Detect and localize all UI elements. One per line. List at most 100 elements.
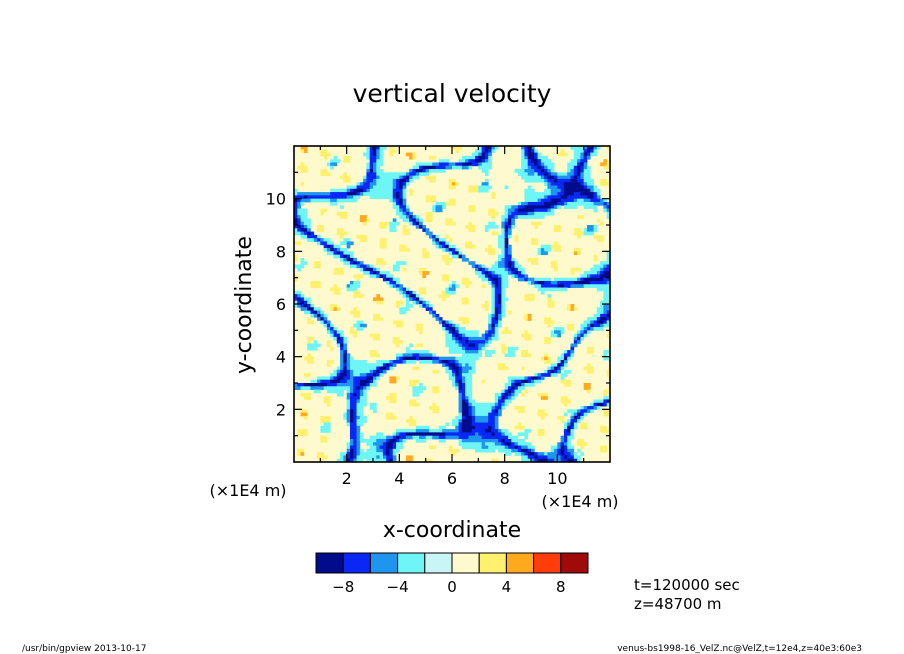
heatmap-cell — [494, 287, 499, 292]
heatmap-cell — [586, 172, 591, 177]
heatmap-cell — [573, 152, 578, 157]
heatmap-cell — [521, 277, 525, 282]
heatmap-cell — [376, 448, 380, 453]
heatmap-cell — [336, 271, 341, 275]
heatmap-cell — [458, 383, 463, 387]
heatmap-cell — [461, 165, 466, 170]
heatmap-cell — [570, 458, 575, 463]
heatmap-cell — [557, 198, 562, 203]
heatmap-cell — [382, 359, 387, 364]
heatmap-cell — [353, 359, 357, 364]
heatmap-cell — [596, 402, 601, 407]
heatmap-cell — [537, 392, 542, 397]
heatmap-cell — [461, 419, 466, 423]
heatmap-cell — [583, 320, 588, 325]
heatmap-cell — [359, 264, 364, 269]
heatmap-cell — [537, 208, 542, 213]
heatmap-cell — [563, 422, 568, 427]
heatmap-cell — [491, 435, 496, 440]
heatmap-cell — [396, 280, 400, 285]
heatmap-cell — [379, 366, 384, 371]
heatmap-cell — [471, 155, 476, 160]
heatmap-cell — [491, 458, 496, 463]
heatmap-cell — [488, 274, 492, 279]
heatmap-cell — [422, 162, 427, 167]
heatmap-cell — [580, 277, 585, 282]
heatmap-cell — [596, 399, 601, 404]
heatmap-cell — [405, 350, 410, 354]
heatmap-cell — [521, 448, 525, 453]
heatmap-cell — [379, 271, 384, 275]
heatmap-cell — [567, 399, 571, 404]
heatmap-cell — [458, 442, 463, 446]
heatmap-cell — [458, 409, 463, 414]
heatmap-cell — [458, 396, 463, 400]
heatmap-cell — [330, 383, 334, 387]
heatmap-cell — [452, 284, 456, 288]
heatmap-cell — [554, 264, 558, 269]
heatmap-cell — [310, 359, 315, 364]
heatmap-cell — [481, 402, 486, 407]
heatmap-cell — [606, 290, 611, 295]
heatmap-cell — [481, 409, 486, 414]
heatmap-cell — [445, 274, 450, 279]
heatmap-cell — [507, 225, 512, 229]
heatmap-cell — [498, 445, 502, 450]
heatmap-cell — [527, 442, 532, 446]
heatmap-cell — [363, 389, 367, 394]
heatmap-cell — [363, 402, 367, 407]
heatmap-cell — [356, 445, 361, 450]
heatmap-cell — [336, 340, 341, 344]
heatmap-cell — [415, 356, 420, 361]
heatmap-cell — [326, 327, 331, 331]
heatmap-cell — [307, 300, 311, 305]
heatmap-cell — [356, 422, 361, 427]
heatmap-cell — [567, 429, 571, 433]
heatmap-cell — [465, 280, 469, 285]
heatmap-cell — [379, 458, 384, 463]
heatmap-cell — [471, 419, 476, 423]
heatmap-cell — [501, 442, 506, 446]
heatmap-cell — [560, 284, 565, 288]
heatmap-cell — [593, 195, 598, 200]
heatmap-cell — [369, 162, 374, 167]
heatmap-cell — [606, 300, 611, 305]
heatmap-cell — [537, 159, 542, 163]
heatmap-cell — [524, 155, 529, 160]
heatmap-cell — [409, 304, 413, 308]
heatmap-cell — [303, 146, 308, 150]
heatmap-cell — [481, 274, 486, 279]
heatmap-cell — [386, 442, 390, 446]
heatmap-cell — [521, 208, 525, 213]
heatmap-cell — [330, 165, 334, 170]
heatmap-cell — [353, 442, 357, 446]
heatmap-cell — [369, 178, 374, 183]
heatmap-cell — [346, 392, 351, 397]
heatmap-cell — [600, 280, 604, 285]
heatmap-cell — [379, 448, 384, 453]
heatmap-cell — [353, 392, 357, 397]
heatmap-cell — [521, 353, 525, 358]
heatmap-cell — [498, 238, 502, 242]
heatmap-cell — [419, 343, 423, 348]
heatmap-cell — [586, 323, 591, 328]
heatmap-cell — [537, 455, 542, 460]
heatmap-cell — [303, 211, 308, 216]
heatmap-cell — [577, 330, 581, 335]
heatmap-cell — [310, 386, 315, 390]
heatmap-cell — [488, 327, 492, 331]
heatmap-cell — [442, 432, 446, 437]
heatmap-cell — [603, 356, 608, 361]
heatmap-cell — [303, 300, 308, 305]
heatmap-cell — [330, 201, 334, 206]
heatmap-cell — [583, 192, 588, 196]
heatmap-cell — [353, 402, 357, 407]
heatmap-cell — [330, 346, 334, 351]
heatmap-cell — [465, 399, 469, 404]
heatmap-cell — [573, 228, 578, 232]
heatmap-cell — [445, 340, 450, 344]
heatmap-cell — [330, 359, 334, 364]
heatmap-cell — [376, 373, 380, 377]
heatmap-cell — [317, 192, 321, 196]
heatmap-cell — [475, 425, 479, 430]
